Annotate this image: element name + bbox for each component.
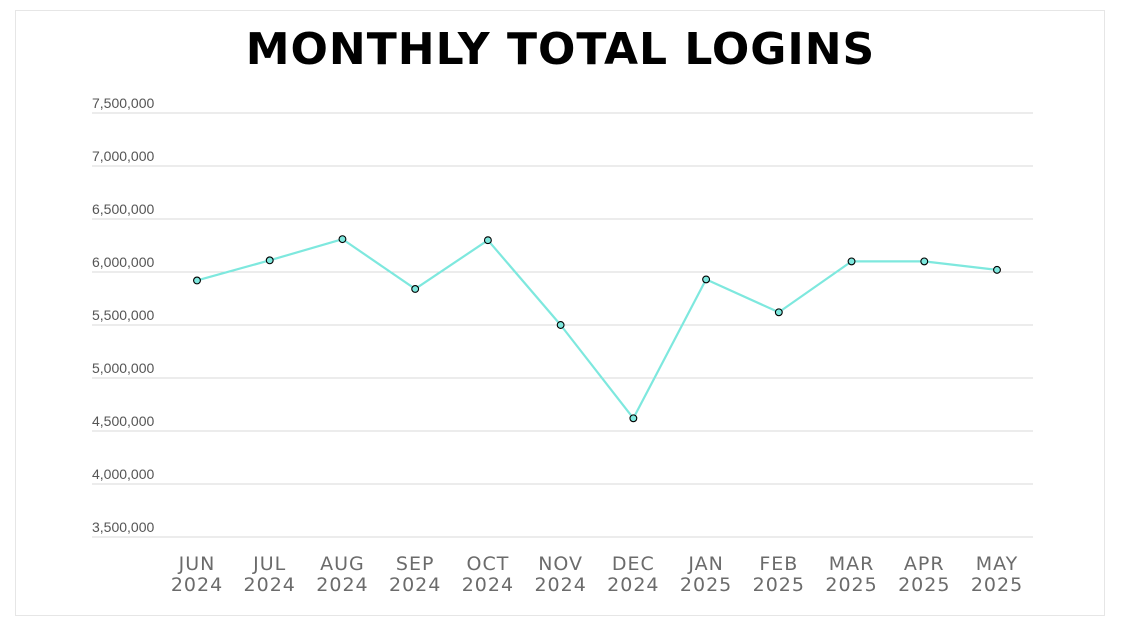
y-tick-label: 6,000,000 (92, 254, 154, 270)
data-point[interactable] (774, 308, 783, 317)
y-tick-label: 7,000,000 (92, 148, 154, 164)
data-point[interactable] (920, 257, 929, 266)
data-point[interactable] (265, 256, 274, 265)
gridlines (92, 112, 1033, 538)
x-tick-label-year: 2025 (753, 574, 805, 596)
x-tick-label-month: SEP (396, 553, 435, 575)
x-tick-label-month: DEC (612, 553, 655, 575)
data-point[interactable] (556, 321, 565, 329)
data-point[interactable] (483, 236, 492, 245)
y-tick-label: 6,500,000 (92, 201, 154, 217)
x-tick-label-year: 2024 (534, 574, 586, 596)
x-tick-label-month: MAR (829, 553, 875, 575)
data-point[interactable] (993, 265, 1001, 274)
x-tick-label-month: JAN (687, 553, 723, 575)
x-tick-label-year: 2024 (607, 574, 659, 596)
y-axis: 3,500,000 4,000,000 4,500,000 5,000,000 5,50… (92, 95, 154, 535)
y-tick-label: 4,000,000 (92, 466, 154, 482)
x-tick-label-year: 2024 (462, 574, 514, 596)
series-line (196, 238, 998, 420)
x-tick-label-year: 2024 (171, 574, 223, 596)
x-tick-label-month: AUG (320, 553, 365, 575)
x-tick-label-year: 2025 (680, 574, 732, 596)
x-tick-label-year: 2024 (244, 574, 296, 596)
y-tick-label: 5,000,000 (92, 360, 154, 376)
x-tick-label-month: FEB (759, 553, 798, 575)
x-tick-label-year: 2024 (316, 574, 368, 596)
x-axis: JUN2024JUL2024AUG2024SEP2024OCT2024NOV20… (171, 553, 1023, 596)
y-tick-label: 3,500,000 (92, 519, 154, 535)
x-tick-label-year: 2025 (971, 574, 1023, 596)
data-point[interactable] (411, 285, 420, 293)
data-point[interactable] (193, 276, 201, 285)
chart-frame (15, 10, 1105, 616)
x-tick-label-month: NOV (538, 553, 583, 575)
y-tick-label: 4,500,000 (92, 413, 154, 429)
x-tick-label-year: 2025 (825, 574, 877, 596)
data-point[interactable] (702, 275, 711, 284)
x-tick-label-month: JUN (178, 553, 216, 575)
x-tick-label-year: 2025 (898, 574, 950, 596)
data-point[interactable] (338, 235, 347, 244)
data-point[interactable] (847, 257, 856, 266)
x-tick-label-year: 2024 (389, 574, 441, 596)
chart-title: MONTHLY TOTAL LOGINS (245, 24, 876, 75)
x-tick-label-month: APR (904, 553, 945, 575)
series-layer (193, 235, 1001, 423)
data-point[interactable] (629, 414, 638, 423)
x-tick-label-month: OCT (466, 553, 509, 575)
y-tick-label: 5,500,000 (92, 307, 154, 323)
y-tick-label: 7,500,000 (92, 95, 154, 111)
x-tick-label-month: MAY (976, 553, 1019, 575)
x-tick-label-month: JUL (252, 553, 286, 575)
